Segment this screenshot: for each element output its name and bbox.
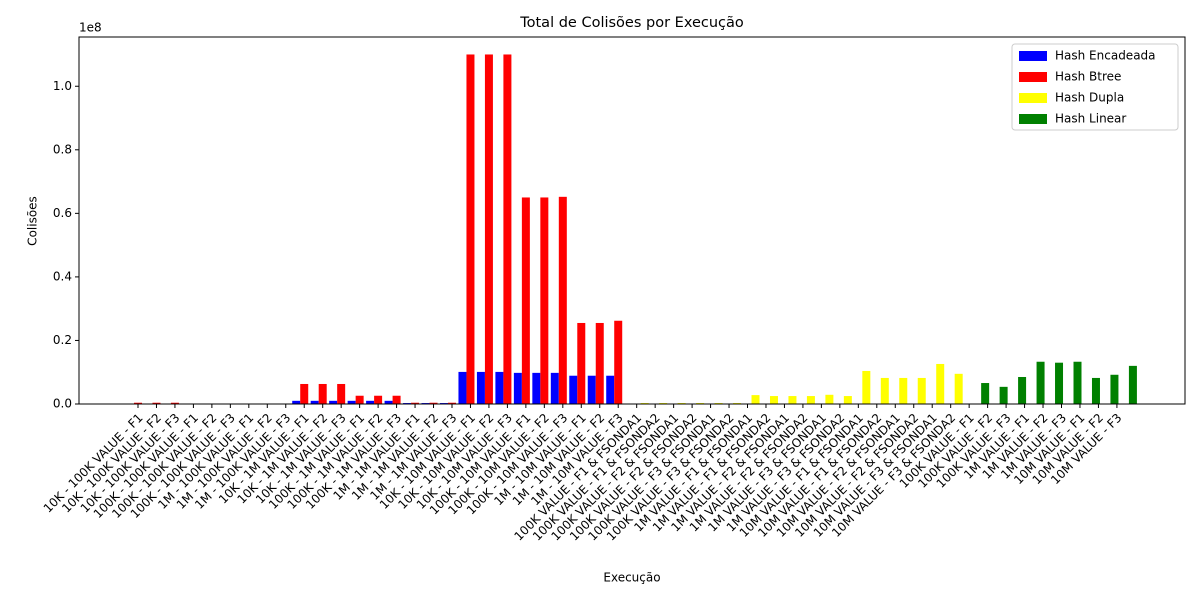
y-offset-label: 1e8 bbox=[79, 21, 102, 35]
bar bbox=[521, 197, 530, 404]
bar bbox=[170, 402, 179, 404]
bar bbox=[569, 375, 578, 404]
bar bbox=[458, 371, 467, 404]
bar bbox=[1091, 377, 1100, 404]
bar bbox=[337, 383, 346, 404]
bar bbox=[310, 400, 319, 404]
bar bbox=[917, 377, 926, 404]
bar bbox=[606, 375, 615, 404]
bar bbox=[392, 395, 401, 404]
bar bbox=[1036, 361, 1045, 404]
bar bbox=[495, 371, 504, 404]
legend-label: Hash Linear bbox=[1055, 112, 1126, 126]
bar bbox=[843, 396, 852, 404]
bar bbox=[577, 322, 586, 404]
legend-swatch bbox=[1019, 72, 1047, 82]
bar bbox=[899, 377, 908, 404]
bar bbox=[503, 54, 512, 404]
bar bbox=[614, 320, 623, 404]
x-axis-label: Execução bbox=[603, 571, 660, 585]
legend-swatch bbox=[1019, 51, 1047, 61]
bar bbox=[825, 394, 834, 404]
y-tick-label: 0.6 bbox=[53, 206, 72, 220]
legend-swatch bbox=[1019, 93, 1047, 103]
bar bbox=[411, 402, 420, 404]
y-tick-label: 0.2 bbox=[53, 333, 72, 347]
bar bbox=[999, 386, 1008, 404]
bar bbox=[429, 402, 438, 404]
plot-frame bbox=[78, 36, 1186, 405]
bar bbox=[532, 372, 541, 404]
bar bbox=[318, 383, 327, 404]
bar bbox=[476, 371, 485, 404]
bar bbox=[1018, 376, 1027, 404]
bar bbox=[292, 400, 301, 404]
bar bbox=[880, 377, 889, 404]
bar bbox=[384, 400, 393, 404]
bar bbox=[513, 372, 522, 404]
bar bbox=[1128, 365, 1137, 404]
legend-swatch bbox=[1019, 114, 1047, 124]
bar bbox=[300, 383, 309, 404]
bar bbox=[329, 400, 338, 404]
bar bbox=[540, 197, 549, 404]
legend-label: Hash Dupla bbox=[1055, 91, 1124, 105]
bar bbox=[558, 196, 567, 404]
bar bbox=[587, 375, 596, 404]
bar bbox=[1110, 374, 1119, 404]
bar bbox=[595, 322, 604, 404]
bar bbox=[751, 395, 760, 404]
bar bbox=[954, 373, 963, 404]
bar bbox=[447, 402, 456, 404]
bar bbox=[484, 54, 493, 404]
bar bbox=[1073, 361, 1082, 404]
bar bbox=[769, 396, 778, 404]
chart-title: Total de Colisões por Execução bbox=[519, 15, 744, 31]
bar bbox=[134, 402, 142, 404]
bar bbox=[1055, 362, 1064, 404]
bar bbox=[466, 54, 475, 404]
bar bbox=[374, 395, 383, 404]
bar bbox=[806, 396, 815, 404]
y-axis-label: Colisões bbox=[26, 196, 40, 246]
bar bbox=[981, 383, 990, 404]
y-tick-label: 0.4 bbox=[53, 269, 72, 283]
y-tick-label: 0.8 bbox=[53, 142, 72, 156]
bar bbox=[788, 396, 797, 404]
bar bbox=[862, 370, 871, 404]
bar bbox=[366, 400, 375, 404]
y-tick-label: 0.0 bbox=[53, 397, 72, 411]
bar bbox=[550, 372, 559, 404]
legend-box bbox=[1011, 43, 1179, 131]
bar bbox=[347, 400, 356, 404]
bar bbox=[355, 395, 364, 404]
bar bbox=[152, 402, 161, 404]
legend-label: Hash Btree bbox=[1055, 70, 1121, 84]
y-tick-label: 1.0 bbox=[53, 79, 72, 93]
bar bbox=[936, 363, 945, 404]
legend-label: Hash Encadeada bbox=[1055, 49, 1156, 63]
